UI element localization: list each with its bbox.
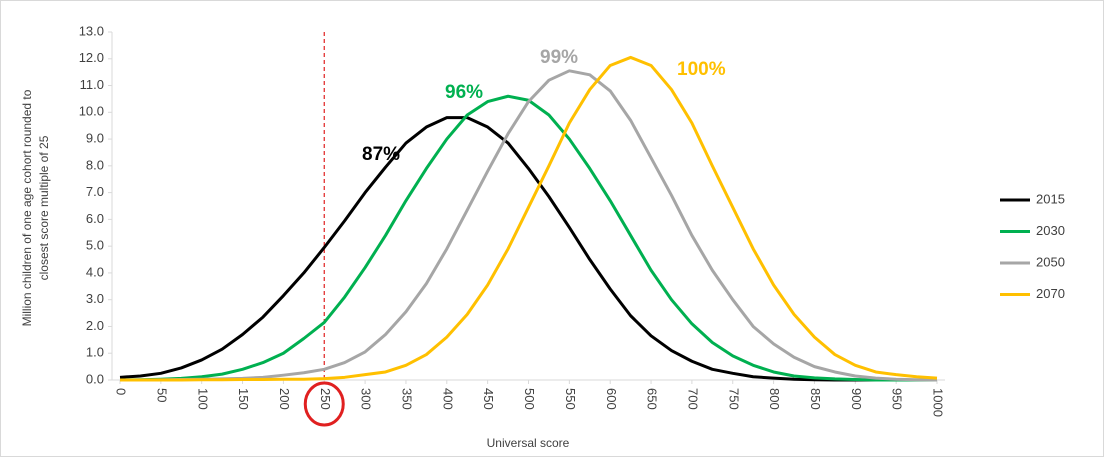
- series-line: [119, 116, 937, 382]
- y-tick-label: 9.0: [86, 131, 104, 146]
- y-tick-label: 1.0: [86, 345, 104, 360]
- legend-label: 2050: [1036, 254, 1065, 269]
- y-axis-label-line: closest score multiple of 25: [37, 135, 51, 280]
- y-tick-label: 4.0: [86, 264, 104, 279]
- x-tick-label: 350: [400, 388, 415, 410]
- x-tick-label: 750: [726, 388, 741, 410]
- y-tick-label: 5.0: [86, 238, 104, 253]
- x-tick-label: 650: [645, 388, 660, 410]
- x-tick-label: 1000: [931, 388, 946, 417]
- y-tick-label: 13.0: [79, 23, 104, 38]
- y-tick-label: 10.0: [79, 104, 104, 119]
- x-tick-label: 800: [767, 388, 782, 410]
- x-tick-label: 250: [318, 388, 333, 410]
- legend-label: 2030: [1036, 223, 1065, 238]
- x-tick-label: 550: [563, 388, 578, 410]
- legend-label: 2070: [1036, 286, 1065, 301]
- annotation: 99%: [540, 47, 578, 68]
- y-tick-label: 6.0: [86, 211, 104, 226]
- x-tick-label: 150: [236, 388, 251, 410]
- x-tick-label: 950: [890, 388, 905, 410]
- y-tick-label: 3.0: [86, 291, 104, 306]
- highlight-circle: [303, 381, 345, 427]
- annotation: 96%: [445, 82, 483, 103]
- series-line: [120, 69, 938, 382]
- x-tick-label: 500: [522, 388, 537, 410]
- y-tick-label: 8.0: [86, 157, 104, 172]
- annotation: 100%: [677, 59, 726, 80]
- y-tick-label: 11.0: [80, 77, 104, 92]
- annotation: 87%: [362, 144, 400, 165]
- x-tick-label: 600: [604, 388, 619, 410]
- y-axis-label-line: Million children of one age cohort round…: [20, 89, 34, 326]
- legend-label: 2015: [1036, 191, 1065, 206]
- x-tick-label: 850: [808, 388, 823, 410]
- y-tick-label: 12.0: [79, 50, 104, 65]
- x-tick-label: 400: [440, 388, 455, 410]
- x-tick-label: 300: [359, 388, 374, 410]
- series-line: [120, 55, 938, 382]
- x-tick-label: 50: [154, 388, 169, 402]
- x-tick-label: 200: [277, 388, 292, 410]
- x-tick-label: 0: [114, 388, 129, 395]
- x-tick-label: 700: [685, 388, 700, 410]
- x-tick-label: 900: [849, 388, 864, 410]
- x-tick-label: 450: [481, 388, 496, 410]
- y-tick-label: 7.0: [86, 184, 104, 199]
- x-tick-label: 100: [195, 388, 210, 410]
- y-tick-label: 0.0: [86, 371, 104, 386]
- x-axis-label: Universal score: [487, 436, 570, 450]
- y-tick-label: 2.0: [86, 318, 104, 333]
